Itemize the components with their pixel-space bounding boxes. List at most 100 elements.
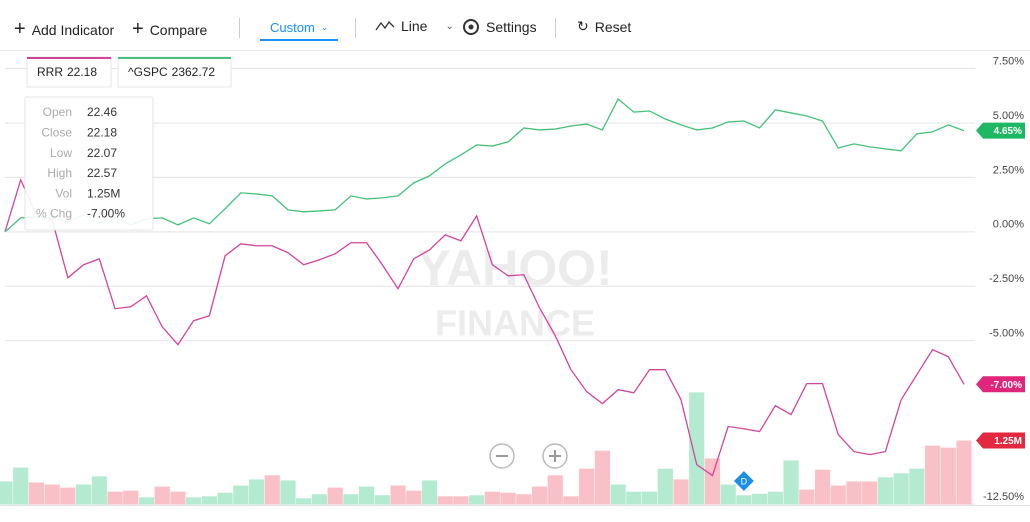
volume-bar [736, 495, 752, 505]
compare[interactable]: + Compare [132, 18, 208, 40]
volume-bar [610, 484, 626, 505]
watermark: YAHOO! [417, 240, 612, 296]
y-tick-label: 5.00% [993, 110, 1024, 122]
series-line [4, 97, 965, 233]
y-tick-label: 2.50% [993, 164, 1024, 176]
volume-bar [484, 491, 500, 505]
tooltip-value: 1.25M [87, 186, 120, 200]
volume-bar [280, 480, 296, 505]
chart: YAHOO! FINANCE 7.50% 5.00% 2.50% 0.00% -2.50… [0, 55, 1030, 506]
legend-name: RRR [37, 65, 63, 79]
legend-box [117, 56, 232, 88]
zoom-button[interactable] [489, 443, 515, 469]
volume-bar [154, 486, 170, 505]
line-icon [375, 20, 395, 31]
volume-bar [60, 487, 76, 505]
legend-value: 2362.72 [172, 65, 216, 79]
settings[interactable]: Settings [462, 18, 537, 36]
event-marker [734, 471, 754, 491]
zoom-button[interactable] [542, 443, 568, 469]
legend-value: 22.18 [67, 65, 97, 79]
volume-bar [563, 496, 579, 505]
tooltip-value: 22.07 [87, 146, 117, 160]
settings-icon [463, 19, 479, 35]
tooltip-key: Close [41, 125, 72, 139]
y-tick-label: 7.50% [993, 55, 1024, 67]
volume-bar [516, 494, 532, 505]
volume-bar [374, 495, 390, 505]
volume-bar [28, 482, 45, 505]
volume-bar [138, 497, 155, 505]
volume-bar [641, 491, 658, 505]
legend-item[interactable]: RRR 22.18 [26, 56, 112, 88]
range-select[interactable]: Custom ⌄ [260, 20, 339, 41]
volume-bar [406, 490, 422, 505]
tooltip-key: Low [50, 146, 72, 160]
volume-bar [893, 473, 909, 505]
volume-bar [437, 496, 453, 505]
volume-bar [248, 479, 265, 505]
volume-bar [673, 479, 689, 505]
add-indicator-label: Add Indicator [31, 21, 115, 38]
volume-bar [846, 481, 862, 505]
volume-bar [752, 493, 768, 505]
volume-bar [453, 496, 469, 505]
reset[interactable]: ↻ Reset [577, 18, 632, 35]
value-badge [976, 376, 1025, 393]
volume-bar [233, 485, 249, 505]
tooltip-value: -7.00% [87, 207, 125, 221]
separator [239, 18, 240, 38]
volume-bar [500, 492, 516, 505]
legend-accent [27, 57, 111, 59]
tooltip-key: % Chg [36, 207, 72, 221]
watermark: FINANCE [435, 303, 595, 344]
tooltip-value: 22.57 [87, 166, 117, 180]
legend-label: ^GSPC 2362.72 [128, 65, 215, 79]
volume-bar [579, 468, 595, 505]
volume-bar [830, 485, 846, 505]
volume-bar [783, 460, 799, 505]
volume-bar [186, 497, 202, 505]
volume-bar [720, 484, 736, 505]
tooltip-key: High [47, 166, 72, 180]
toolbar: + Add Indicator + Compare Custom ⌄ Line ⌄ Se… [0, 0, 1030, 51]
volume-bar [956, 440, 972, 505]
volume-bar [123, 490, 139, 505]
tooltip-box [24, 96, 154, 231]
volume-bar [107, 491, 123, 505]
volume-bar [704, 458, 721, 505]
volume-bar [657, 468, 673, 505]
separator [555, 18, 556, 38]
reset-label: Reset [594, 18, 632, 35]
volume-bar [327, 487, 343, 505]
volume-bar [170, 491, 186, 505]
volume-bar [421, 480, 438, 505]
volume-bar [531, 486, 548, 505]
volume-bar [390, 485, 406, 505]
value-badge-label: -7.00% [990, 380, 1022, 391]
legend-box [26, 56, 112, 88]
y-tick-label: 0.00% [993, 219, 1024, 231]
tooltip: Open 22.46 Close 22.18 Low 22.07 High 22.57 Vol 1… [24, 96, 154, 231]
chart-type-label: Line [401, 18, 428, 34]
event-marker-label: D [741, 476, 748, 486]
volume-bar [877, 477, 893, 505]
value-badge-label: 4.65% [994, 126, 1022, 137]
value-badge [976, 432, 1025, 449]
volume-bar [594, 450, 611, 505]
volume-bar [626, 491, 642, 505]
series-line [4, 177, 965, 477]
value-badge [976, 122, 1025, 139]
add-indicator[interactable]: + Add Indicator [14, 18, 115, 40]
volume-bar [76, 484, 92, 505]
volume-bar [0, 481, 13, 505]
settings-label: Settings [486, 19, 537, 35]
legend-item[interactable]: ^GSPC 2362.72 [117, 56, 232, 88]
chart-type[interactable]: Line ⌄ [375, 18, 454, 34]
volume-bar [799, 489, 815, 505]
range-label: Custom [270, 20, 315, 35]
volume-bar [469, 495, 485, 505]
tooltip-key: Open [43, 105, 72, 119]
y-tick-label: -2.50% [989, 273, 1024, 285]
volume-bar [909, 468, 925, 505]
